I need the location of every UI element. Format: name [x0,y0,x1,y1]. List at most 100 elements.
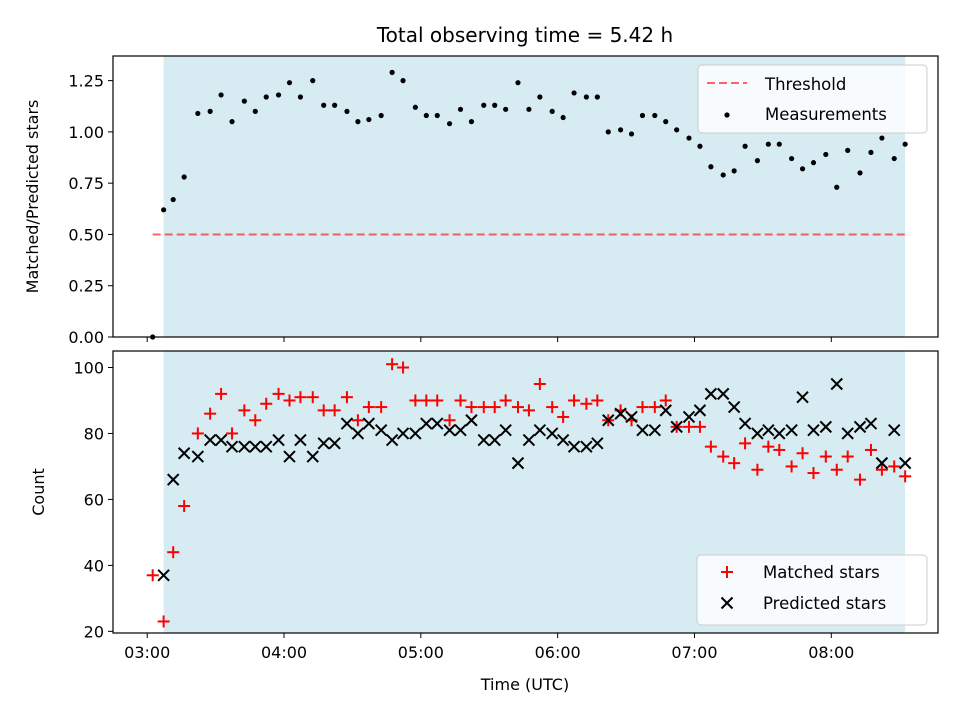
measurement-point [181,174,187,180]
ratio-legend-box [697,64,928,134]
measurement-point [845,147,851,153]
measurement-point [652,112,658,119]
predicted-star-marker [477,433,490,447]
measurement-points [150,69,908,340]
measurement-point [617,127,624,133]
matched-star-marker [306,391,319,404]
y-tick-label: 1.00 [68,123,104,142]
predicted-star-marker [659,404,672,417]
measurement-point [868,149,874,156]
measurement-point [263,94,269,100]
predicted-star-marker [716,387,730,401]
measurement-point [754,158,761,164]
measurement-point [389,69,395,76]
y-tick-label: 20 [84,622,104,641]
predicted-star-marker [249,440,262,453]
matched-star-marker [762,440,775,453]
predicted-star-marker [636,423,649,437]
matched-star-marker [511,401,524,414]
predicted-star-marker [670,420,683,434]
predicted-star-marker [203,433,217,447]
matched-star-marker [499,394,512,407]
matched-star-marker [465,401,478,414]
predicted-star-marker [864,417,878,430]
measurement-point [218,92,224,98]
measurement-point [378,112,384,119]
measurement-point [765,141,771,147]
matched-star-marker [167,546,180,559]
predicted-star-marker [648,423,661,437]
predicted-star-marker [157,569,170,582]
measurement-point [594,94,600,100]
matched-star-marker [682,420,695,433]
predicted-star-marker [443,423,456,437]
measurement-point [321,102,327,108]
predicted-star-marker [580,440,593,453]
measurement-point [468,119,475,125]
measurement-point [697,143,703,149]
matched-star-marker [238,404,251,417]
matched-star-marker [751,463,764,476]
predicted-star-marker [166,473,180,486]
measurement-point [457,106,464,112]
predicted-star-marker [556,433,570,447]
matched-star-marker [875,463,888,476]
measurement-point [526,106,532,112]
matched-star-marker [659,394,672,407]
measurement-point [639,112,646,119]
measurement-point [549,108,555,114]
predicted-star-marker [762,423,775,437]
predicted-star-marker [374,423,388,437]
predicted-star-marker [785,423,798,437]
predicted-star-marker [533,423,547,437]
legend-matched-swatch [721,566,733,578]
ratio-panel: 0.00 0.25 0.50 0.75 1.00 1.25 Matched/Predict… [23,55,939,347]
measurement-point [628,131,635,137]
predicted-star-marker [191,450,205,463]
measurement-point [481,102,487,108]
matched-star-marker [409,394,422,407]
predicted-star-marker [362,417,376,430]
predicted-star-marker [751,427,764,440]
matched-star-marker [546,401,559,414]
y-tick-label: 40 [84,556,104,575]
matched-star-marker [386,358,399,371]
matched-star-marker [739,437,752,450]
predicted-star-marker [738,417,752,430]
matched-star-marker [157,615,170,628]
matched-star-marker [807,467,820,480]
predicted-star-marker [796,390,809,404]
matched-star-marker [773,443,786,456]
predicted-star-marker [465,414,478,427]
y-tick-label: 0.00 [68,328,104,347]
predicted-star-marker [567,440,581,453]
predicted-star-marker [328,437,341,450]
predicted-star-marker [420,417,433,430]
matched-star-marker [580,397,593,410]
legend-measurements-swatch [724,112,730,118]
predicted-star-marker [499,423,512,437]
x-tick-label: 05:00 [398,643,444,662]
count-x-axis-label: Time (UTC) [480,675,569,694]
matched-star-marker [522,404,535,417]
matched-star-marker [854,473,867,486]
measurement-point [799,166,806,172]
measurement-point [686,135,692,141]
matched-star-marker [215,387,228,400]
count-y-axis-label: Count [29,468,48,516]
y-tick-label: 0.50 [68,225,104,244]
matched-star-marker [375,401,388,414]
ratio-y-ticks: 0.00 0.25 0.50 0.75 1.00 1.25 [68,72,113,347]
y-tick-label: 80 [84,424,104,443]
matched-star-marker [146,569,159,582]
predicted-star-marker [385,433,399,447]
predicted-star-marker [317,437,330,450]
predicted-star-marker [214,433,228,447]
matched-star-marker [260,397,273,410]
count-legend-box [696,554,928,626]
matched-star-marker [178,500,191,513]
predicted-star-marker [488,433,501,447]
matched-star-marker [830,463,843,476]
measurement-point [560,114,566,121]
legend-predicted-label: Predicted stars [763,594,886,613]
